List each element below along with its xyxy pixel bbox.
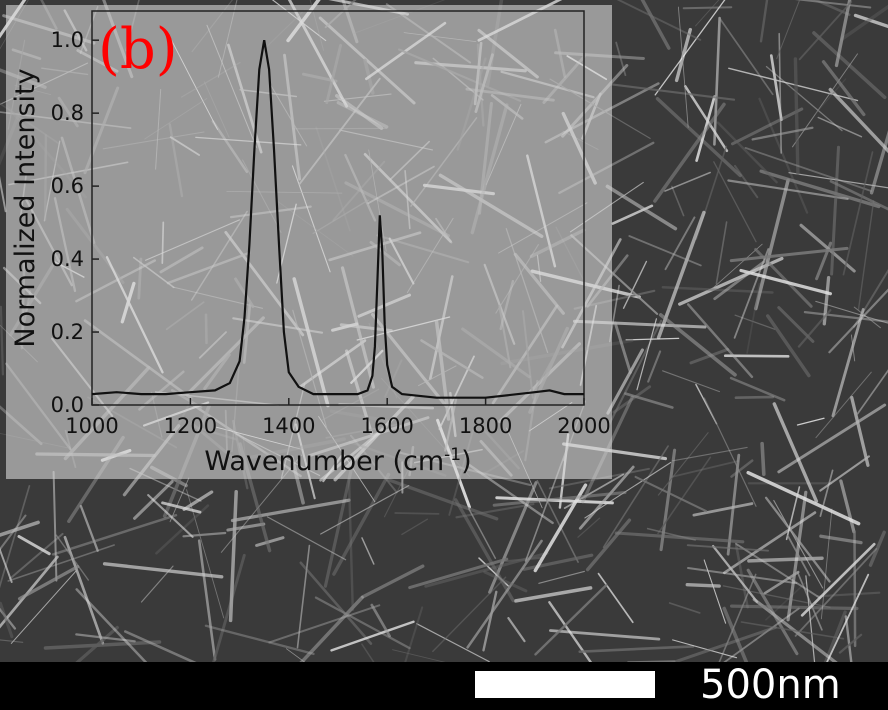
inset-panel <box>6 5 612 479</box>
x-axis-title-suffix: ) <box>461 446 472 477</box>
x-axis-title-superscript: -1 <box>444 445 461 465</box>
scale-bar-label: 500nm <box>700 662 841 708</box>
x-tick-label: 1000 <box>65 414 118 438</box>
y-tick-label: 0.2 <box>51 320 84 344</box>
x-axis-ticks: 1000 1200 1400 1600 1800 2000 <box>65 398 611 438</box>
plot-frame <box>91 10 585 406</box>
x-tick-label: 2000 <box>557 414 610 438</box>
y-tick-label: 0.4 <box>51 247 84 271</box>
spectrum-line <box>91 40 584 399</box>
y-tick-label: 0.6 <box>51 174 84 198</box>
panel-label: (b) <box>98 17 178 82</box>
x-tick-label: 1200 <box>164 414 217 438</box>
y-tick-label: 0.8 <box>51 101 84 125</box>
x-axis-title: Wavenumber (cm-1) <box>204 445 471 477</box>
raman-spectrum-inset: 0.0 0.2 0.4 0.6 0.8 1.0 1000 1200 1400 1600 1800 2… <box>6 5 612 479</box>
scale-bar-strip <box>0 662 888 710</box>
x-tick-label: 1600 <box>360 414 413 438</box>
x-tick-label: 1400 <box>262 414 315 438</box>
y-tick-label: 1.0 <box>51 28 84 52</box>
y-tick-label: 0.0 <box>51 393 84 417</box>
y-axis-ticks: 0.0 0.2 0.4 0.6 0.8 1.0 <box>51 28 99 417</box>
y-axis-title: Normalized Intensity <box>10 68 41 347</box>
x-axis-title-main: Wavenumber (cm <box>204 446 444 477</box>
x-tick-label: 1800 <box>459 414 512 438</box>
scale-bar <box>475 671 655 698</box>
